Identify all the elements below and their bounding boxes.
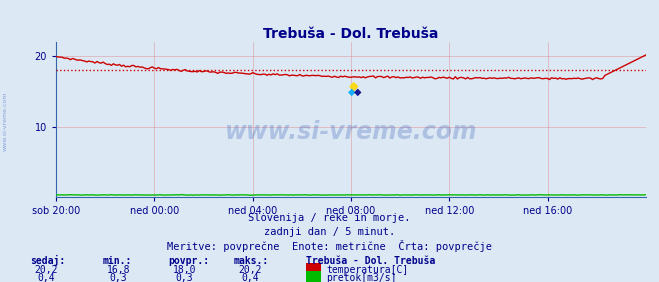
Text: 18,0: 18,0 — [173, 265, 196, 275]
Text: Slovenija / reke in morje.: Slovenija / reke in morje. — [248, 213, 411, 223]
Text: sedaj:: sedaj: — [30, 255, 65, 266]
Text: ◆: ◆ — [349, 87, 356, 97]
Text: www.si-vreme.com: www.si-vreme.com — [3, 92, 8, 151]
Text: 0,3: 0,3 — [176, 273, 193, 282]
Text: 0,4: 0,4 — [242, 273, 259, 282]
Text: Meritve: povprečne  Enote: metrične  Črta: povprečje: Meritve: povprečne Enote: metrične Črta:… — [167, 240, 492, 252]
Text: min.:: min.: — [102, 256, 132, 266]
Text: maks.:: maks.: — [234, 256, 269, 266]
Text: 16,8: 16,8 — [107, 265, 130, 275]
Text: pretok[m3/s]: pretok[m3/s] — [326, 273, 397, 282]
Title: Trebuša - Dol. Trebuša: Trebuša - Dol. Trebuša — [263, 27, 439, 41]
Text: ◆: ◆ — [349, 79, 358, 92]
Text: povpr.:: povpr.: — [168, 256, 209, 266]
Text: ◆: ◆ — [354, 87, 361, 97]
Text: 0,3: 0,3 — [110, 273, 127, 282]
Text: www.si-vreme.com: www.si-vreme.com — [225, 120, 477, 144]
Text: 0,4: 0,4 — [38, 273, 55, 282]
Text: zadnji dan / 5 minut.: zadnji dan / 5 minut. — [264, 228, 395, 237]
Text: 20,2: 20,2 — [34, 265, 58, 275]
Text: temperatura[C]: temperatura[C] — [326, 265, 409, 275]
Text: 20,2: 20,2 — [239, 265, 262, 275]
Text: Trebuša - Dol. Trebuša: Trebuša - Dol. Trebuša — [306, 256, 436, 266]
